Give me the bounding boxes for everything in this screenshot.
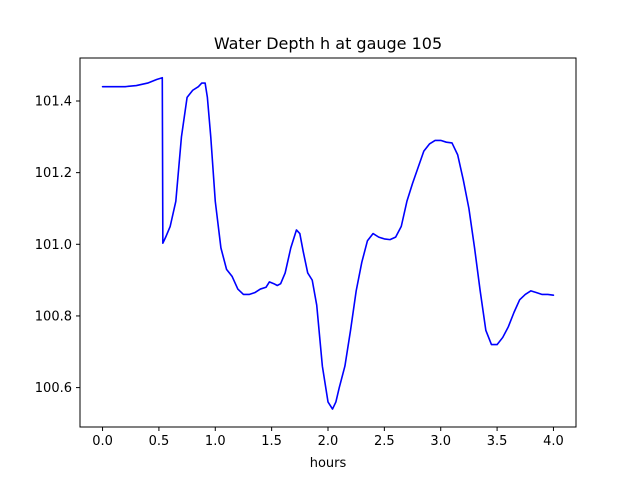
- x-tick-label: 0.0: [92, 434, 113, 449]
- series-line: [101, 76, 555, 410]
- x-axis: 0.0 0.5 1.0 1.5 2.0 2.5 3.0 3.5 4.0: [92, 427, 564, 449]
- x-axis-label: hours: [310, 456, 347, 471]
- plot-area: [101, 76, 555, 410]
- y-tick-label: 101.2: [35, 166, 72, 181]
- y-tick-label: 100.6: [35, 381, 72, 396]
- y-tick-label: 100.8: [35, 309, 72, 324]
- y-tick-label: 101.0: [35, 238, 72, 253]
- y-axis: 100.6 100.8 101.0 101.2 101.4: [35, 94, 80, 396]
- chart-title: Water Depth h at gauge 105: [214, 34, 442, 53]
- x-tick-label: 4.0: [543, 434, 564, 449]
- x-tick-label: 3.5: [487, 434, 508, 449]
- x-tick-label: 1.5: [261, 434, 282, 449]
- x-tick-label: 2.0: [318, 434, 339, 449]
- x-tick-label: 0.5: [149, 434, 170, 449]
- x-tick-label: 3.0: [430, 434, 451, 449]
- y-tick-label: 101.4: [35, 94, 72, 109]
- x-tick-label: 2.5: [374, 434, 395, 449]
- x-tick-label: 1.0: [205, 434, 226, 449]
- plot-frame: [79, 57, 577, 428]
